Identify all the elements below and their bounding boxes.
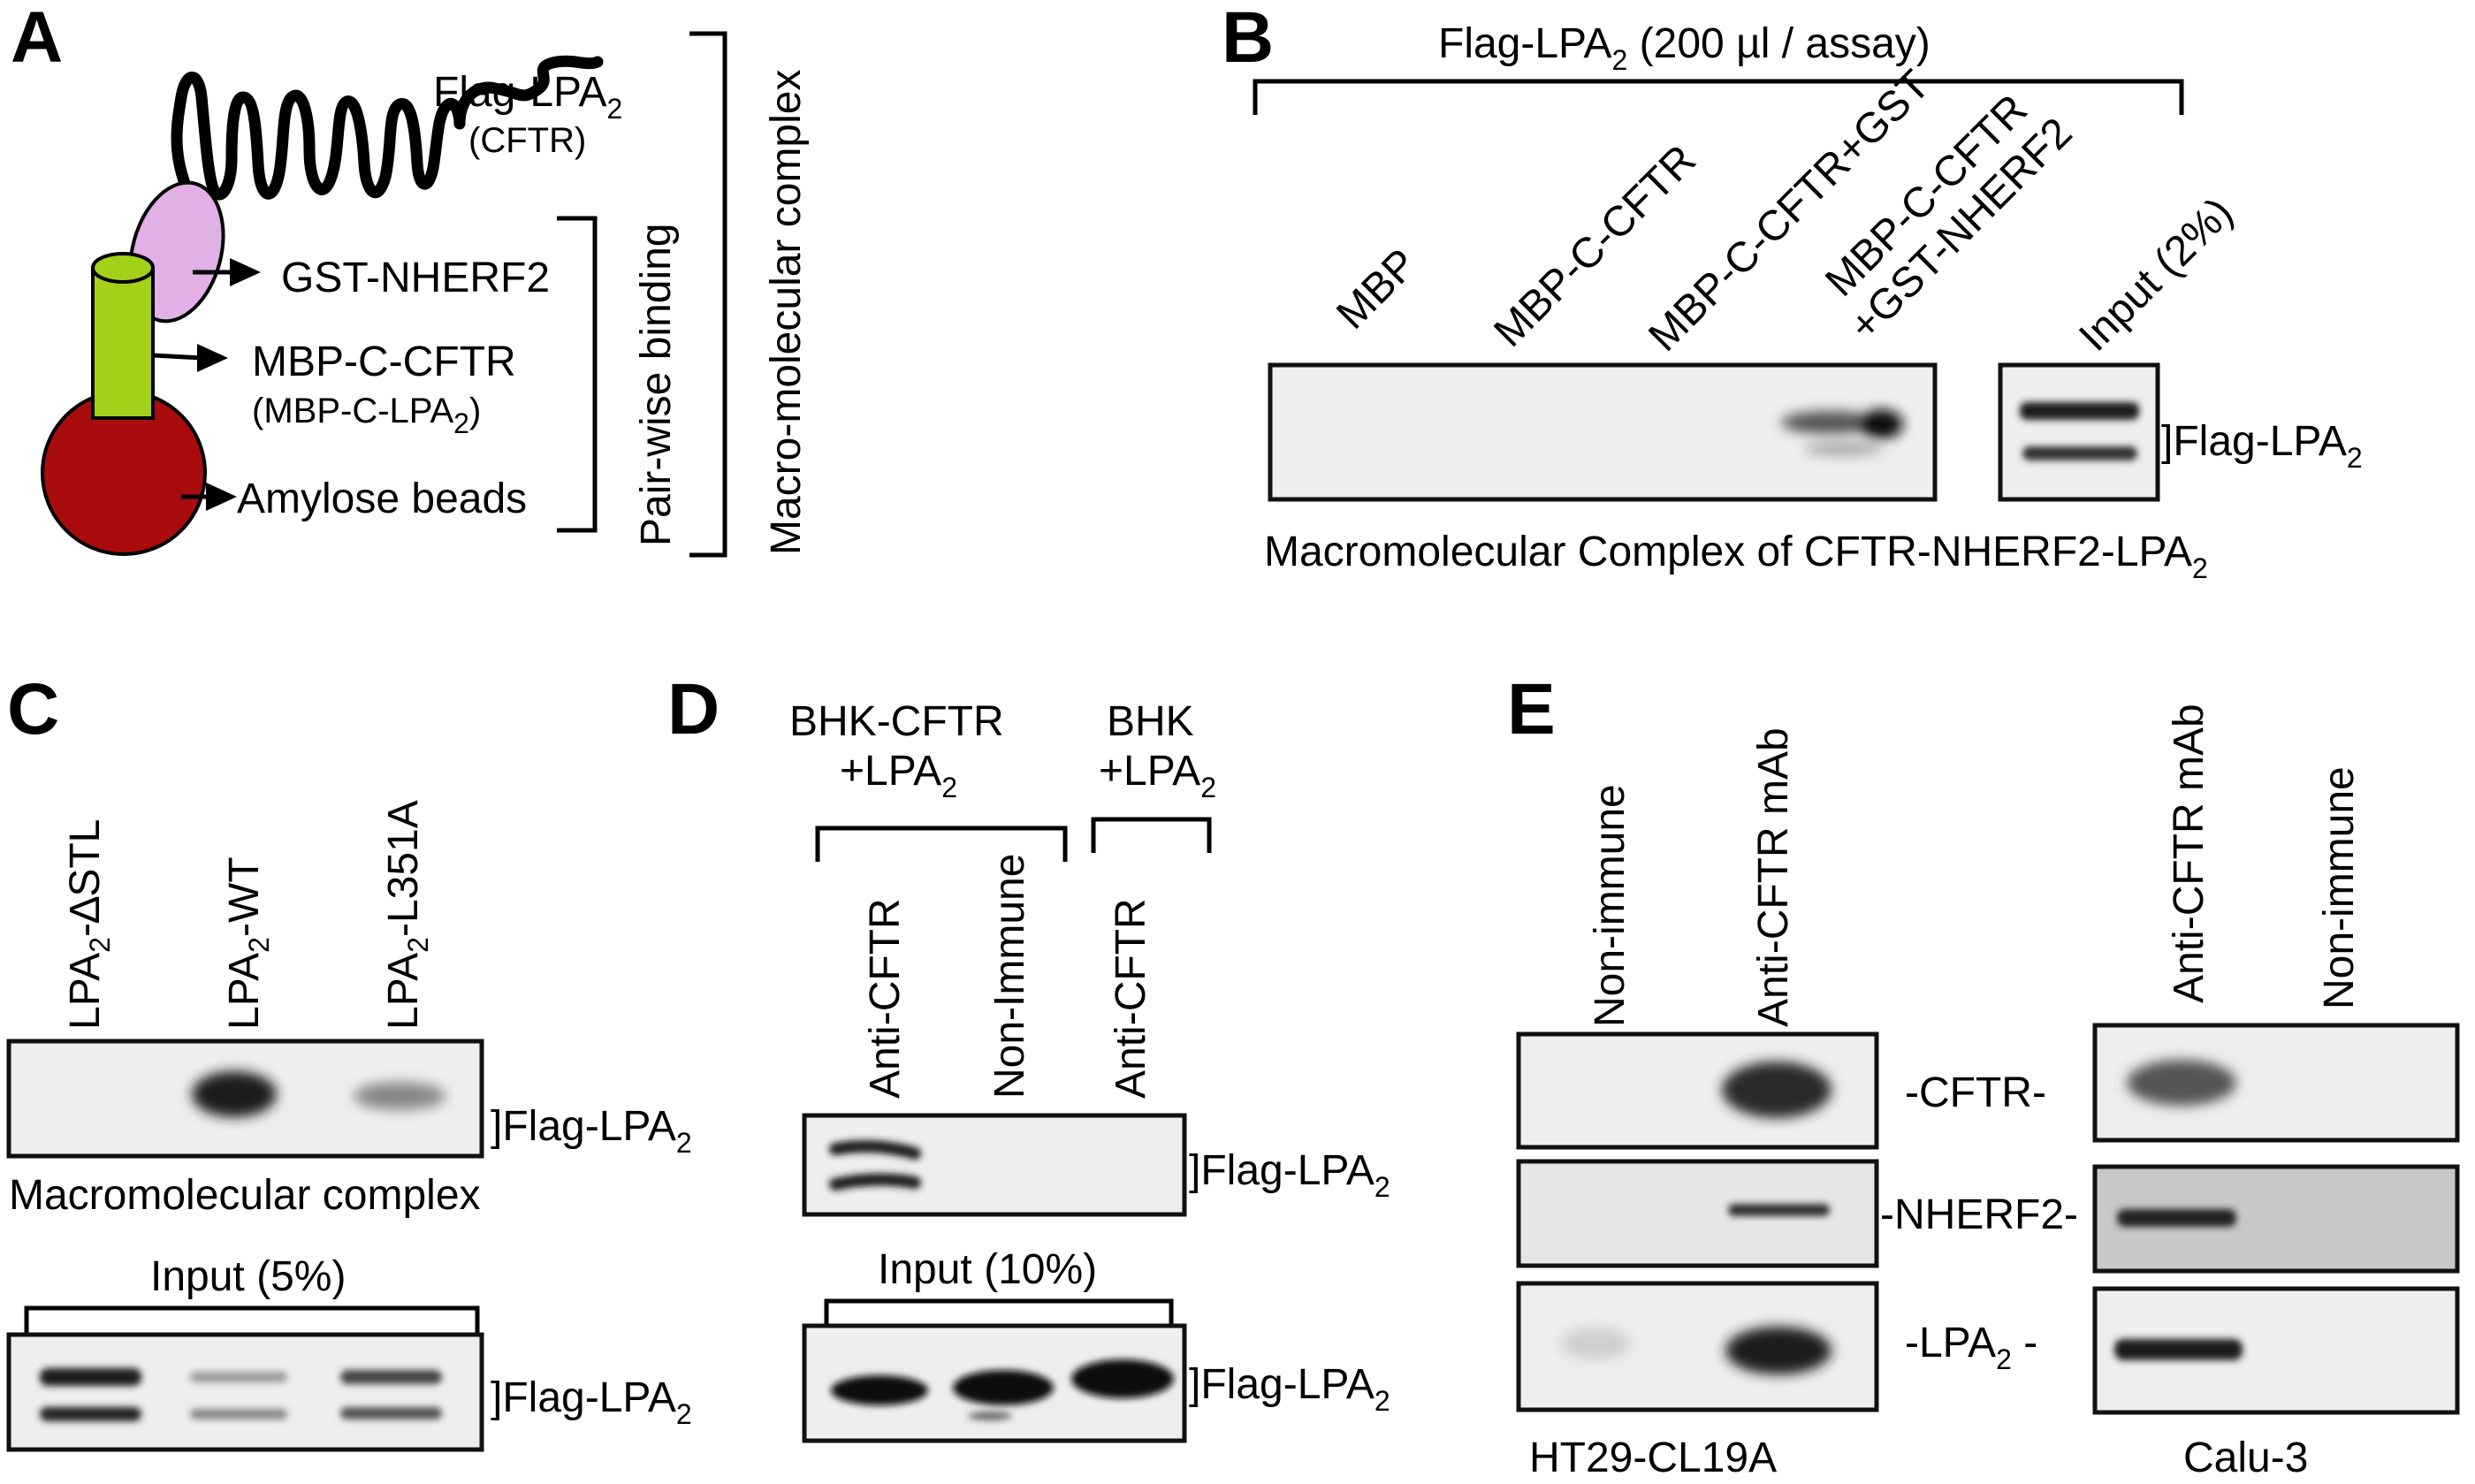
panel-d: D BHK-CFTR +LPA2 BHK +LPA2 Anti-CFTR Non…	[667, 669, 1390, 1443]
panel-e-left-nherf2-band	[1728, 1204, 1830, 1216]
macro-bracket	[689, 31, 727, 558]
panel-e-right-nherf2-band	[2117, 1209, 2236, 1227]
panel-e-letter: E	[1507, 669, 1556, 750]
arrow-gst	[193, 258, 261, 286]
pairwise-bracket	[557, 216, 598, 533]
flag-lpa2-label: Flag-LPA2	[433, 69, 622, 125]
panel-b: B Flag-LPA2 (200 µl / assay) MBP MBP-C-C…	[1222, 0, 2363, 584]
panel-e-lane-non-immune-right: Non-immune	[2316, 766, 2363, 1009]
panel-c-caption: Macromolecular complex	[9, 1172, 481, 1219]
panel-b-header-bracket	[1253, 79, 2184, 115]
panel-c-letter: C	[7, 669, 59, 750]
panel-c-input-blot	[6, 1332, 484, 1452]
panel-b-input-blot	[1998, 362, 2160, 502]
panel-e-right-lpa2-band	[2114, 1339, 2243, 1360]
panel-e-left-cftr-band	[1722, 1062, 1832, 1118]
lane-label-lpa2-wt: LPA2-WT	[221, 856, 275, 1030]
panel-e-row-cftr: -CFTR-	[1905, 1069, 2046, 1116]
lane-label-lpa2-l351a: LPA2-L351A	[380, 800, 434, 1030]
panel-d-input-band-label: ]Flag-LPA2	[1189, 1361, 1390, 1417]
panel-c-input-label: Input (5%)	[150, 1253, 346, 1300]
panel-e-right-cftr-band	[2127, 1060, 2236, 1106]
panel-d-group1-line1: BHK-CFTR	[789, 698, 1004, 745]
panel-d-group1-line2: +LPA2	[840, 748, 957, 803]
panel-d-ip-blot	[802, 1113, 1187, 1217]
panel-b-input-bands	[2020, 402, 2139, 460]
panel-e-row-lpa2: -LPA2 -	[1905, 1320, 2037, 1375]
mbp-c-lpa2-label: (MBP-C-LPA2)	[252, 392, 481, 439]
panel-d-letter: D	[667, 669, 720, 750]
panel-c-input-bands	[40, 1368, 442, 1421]
panel-e-lane-anti-cftr-left: Anti-CFTR mAb	[1750, 727, 1797, 1027]
mbp-c-cftr-cylinder	[91, 266, 155, 420]
panel-d-input-bracket	[824, 1298, 1174, 1328]
panel-b-letter: B	[1222, 0, 1274, 78]
panel-e-lane-anti-cftr-right: Anti-CFTR mAb	[2166, 704, 2212, 1003]
lane-label-mbp: MBP	[1328, 240, 1426, 339]
panel-e-cell-right: Calu-3	[2183, 1435, 2308, 1481]
arrow-mbp	[152, 344, 228, 372]
panel-c-input-bracket	[24, 1305, 480, 1335]
macro-label: Macro-molecular complex	[763, 70, 810, 556]
pairwise-label: Pair-wise binding	[633, 223, 680, 546]
flag-lpa2-receptor-shape	[171, 55, 604, 201]
panel-d-group2-line2: +LPA2	[1099, 748, 1216, 803]
panel-d-ip-bands	[829, 1139, 921, 1191]
panel-d-group2-bracket	[1091, 817, 1212, 853]
mbp-c-cftr-label: MBP-C-CFTR	[252, 339, 516, 385]
amylose-beads-label: Amylose beads	[237, 476, 527, 522]
panel-e-lane-non-immune-left: Non-immune	[1587, 784, 1634, 1027]
panel-e: E Non-immune Anti-CFTR mAb Anti-CFTR mAb…	[1507, 669, 2460, 1481]
lane-label-input: Input (2%)	[2070, 189, 2242, 361]
panel-d-band-label: ]Flag-LPA2	[1189, 1147, 1390, 1203]
lane-label-lpa2-dstl: LPA2-∆STL	[62, 819, 116, 1030]
flag-cftr-label: (CFTR)	[468, 121, 586, 160]
panel-d-lane-non-immune: Non-Immune	[986, 854, 1033, 1099]
panel-b-bands	[1781, 409, 1903, 456]
panel-c-complex-bands	[192, 1071, 446, 1117]
panel-b-header: Flag-LPA2 (200 µl / assay)	[1438, 20, 1930, 76]
panel-d-group1-bracket	[815, 826, 1068, 862]
panel-b-caption: Macromolecular Complex of CFTR-NHERF2-LP…	[1264, 529, 2208, 584]
panel-e-row-nherf2: -NHERF2-	[1880, 1191, 2078, 1238]
panel-d-input-label: Input (10%)	[878, 1246, 1097, 1293]
panel-d-input-bands	[831, 1359, 1174, 1420]
panel-c-band-label: ]Flag-LPA2	[491, 1103, 692, 1159]
arrow-amylose	[181, 483, 237, 511]
panel-b-band-label: ]Flag-LPA2	[2161, 418, 2363, 474]
panel-c-input-band-label: ]Flag-LPA2	[491, 1374, 692, 1430]
panel-e-left-lpa2-band	[1560, 1327, 1832, 1374]
panel-c: C LPA2-∆STL LPA2-WT LPA2-L351A ]Flag-LPA…	[6, 669, 692, 1452]
panel-d-lane-anti-cftr-bhk: Anti-CFTR	[1108, 898, 1154, 1099]
gst-nherf2-label: GST-NHERF2	[281, 255, 550, 301]
panel-d-lane-anti-cftr: Anti-CFTR	[862, 898, 909, 1099]
panel-d-group2-line1: BHK	[1107, 698, 1194, 745]
panel-a-letter: A	[11, 0, 63, 78]
panel-a: A Flag-LPA2 (CFTR) GST-NHERF2 MBP-C-CFTR…	[11, 0, 810, 558]
panel-e-cell-left: HT29-CL19A	[1529, 1435, 1777, 1481]
